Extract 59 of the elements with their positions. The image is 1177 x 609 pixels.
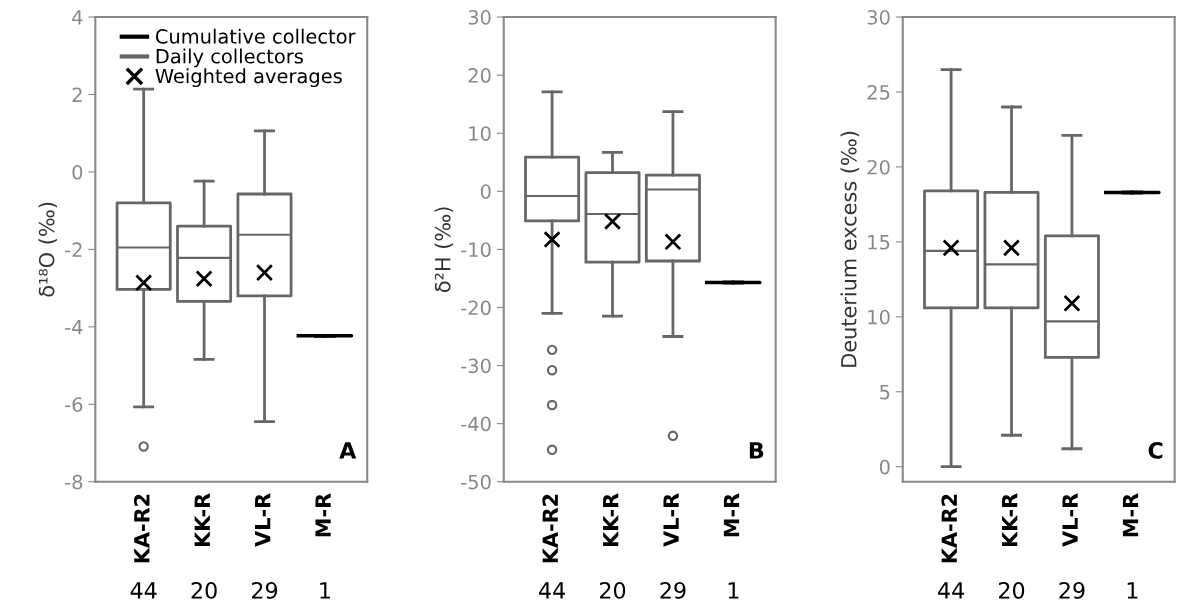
y-tick-label: -30	[461, 358, 491, 374]
legend-label: Daily collectors	[156, 48, 303, 68]
y-tick-label: -50	[461, 474, 491, 490]
y-tick-label: 20	[867, 159, 890, 175]
y-tick-label: 25	[867, 84, 890, 100]
y-tick-label: -10	[461, 242, 491, 258]
x-tick-label: VL-R	[663, 493, 679, 547]
text: 20	[191, 582, 217, 599]
y-tick-label: 15	[868, 235, 890, 250]
text: 44	[539, 582, 565, 599]
annotation: B	[749, 442, 764, 459]
x-tick-label: KK-R	[1002, 493, 1018, 547]
y-tick-label: -2	[65, 242, 82, 257]
y-tick-label: -4	[65, 320, 83, 335]
y-tick-label: 10	[469, 126, 491, 141]
point	[543, 230, 561, 249]
text: 20	[600, 582, 626, 599]
x-tick-label: M-R	[315, 493, 331, 537]
y-tick-label: 4	[72, 10, 83, 25]
x-tick-label: VL-R	[1062, 493, 1078, 547]
text: 20	[999, 582, 1025, 599]
y-tick-label: 5	[880, 384, 890, 400]
y-tick-label: 30	[867, 10, 890, 25]
x-tick-label: KA-R2	[133, 494, 150, 563]
x-tick-label: KK-R	[194, 493, 210, 547]
text: 1	[728, 582, 739, 599]
text: 1	[1127, 582, 1138, 599]
y-axis-title: Deuterium excess (‰)	[840, 131, 860, 367]
text: 1	[320, 582, 330, 599]
y-tick-label: 0	[72, 164, 83, 180]
annotation: C	[1148, 442, 1163, 459]
x-tick-label: M-R	[723, 493, 740, 537]
legend-label: Weighted averages	[155, 68, 342, 88]
y-tick-label: 0	[879, 459, 890, 475]
y-tick-label: -40	[461, 416, 491, 432]
x-tick-label: M-R	[1122, 493, 1139, 537]
x-tick-label: VL-R	[255, 493, 271, 547]
x-tick-label: KK-R	[603, 493, 619, 547]
text: 44	[130, 582, 157, 599]
y-axis-title: δ²H (‰)	[434, 207, 454, 293]
point	[664, 233, 682, 251]
y-tick-label: -6	[65, 397, 83, 412]
y-axis-title: δ¹⁸O (‰)	[38, 202, 57, 297]
point	[603, 212, 622, 231]
y-tick-label: 0	[480, 184, 491, 199]
y-tick-label: -20	[461, 300, 491, 316]
text: 29	[1059, 582, 1085, 599]
y-tick-label: 20	[468, 68, 491, 83]
y-tick-label: 30	[468, 10, 491, 25]
y-tick-label: 2	[72, 87, 82, 102]
text: 29	[252, 582, 278, 599]
text: 44	[938, 582, 964, 599]
x-tick-label: KA-R2	[941, 494, 957, 563]
legend-label: Cumulative collector	[155, 28, 356, 44]
y-tick-label: 10	[868, 309, 890, 325]
y-tick-label: -8	[65, 474, 83, 490]
text: 29	[660, 582, 686, 599]
x-tick-label: KA-R2	[542, 494, 558, 563]
annotation: A	[339, 442, 357, 459]
